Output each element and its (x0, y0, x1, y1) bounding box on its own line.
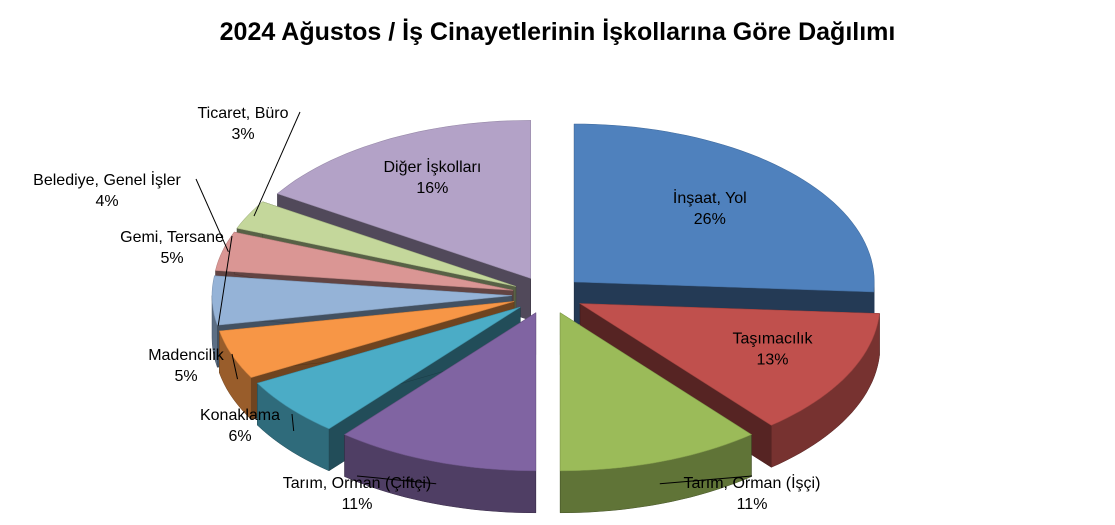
value-label-insaat-yol: 26% (694, 211, 726, 228)
leader-line-konaklama (291, 413, 295, 432)
slice-tops (211, 120, 880, 472)
category-label-tarim-orman-isci: Tarım, Orman (İşçi) (684, 473, 821, 492)
category-label-ticaret-buro: Ticaret, Büro (198, 105, 289, 122)
leader-line-gemi-tersane (217, 235, 233, 326)
category-label-belediye-genel-isler: Belediye, Genel İşler (33, 170, 181, 189)
leader-line-ticaret-buro (253, 111, 301, 217)
slice-ticaret-buro (236, 201, 516, 287)
category-label-tasimacilik: Taşımacılık (732, 330, 813, 347)
value-label-tasimacilik: 13% (756, 351, 788, 368)
value-label-madencilik: 5% (174, 368, 197, 385)
leader-lines (195, 111, 753, 485)
category-label-tarim-orman-ciftci: Tarım, Orman (Çiftçi) (283, 475, 431, 492)
slice-konaklama (256, 306, 521, 430)
slice-labels: İnşaat, Yol 26% Taşımacılık 13% Tarım, Orman… (33, 105, 820, 513)
value-label-tarim-orman-isci: 11% (737, 496, 768, 513)
value-label-tarim-orman-ciftci: 11% (342, 496, 373, 513)
leader-line-belediye-genel-isler (195, 178, 229, 253)
slice-insaat-yol (573, 123, 875, 293)
value-label-diger-iskollari: 16% (416, 180, 448, 197)
category-label-insaat-yol: İnşaat, Yol (673, 188, 747, 207)
value-label-ticaret-buro: 3% (231, 126, 254, 143)
value-label-gemi-tersane: 5% (160, 250, 183, 267)
value-label-konaklama: 6% (228, 428, 251, 445)
leader-line-tarim-orman-ciftci (356, 475, 437, 485)
slice-tarim-orman-ciftci (343, 312, 537, 472)
chart-title: 2024 Ağustos / İş Cinayetlerinin İşkolla… (219, 18, 896, 46)
slice-belediye-genel-isler (215, 231, 514, 291)
leader-line-tarim-orman-isci (659, 475, 753, 485)
slice-gemi-tersane (211, 275, 513, 326)
category-label-madencilik: Madencilik (148, 347, 225, 364)
slice-tasimacilik (579, 303, 880, 426)
category-label-diger-iskollari: Diğer İşkolları (383, 157, 481, 176)
slice-tarim-orman-isci (559, 312, 753, 472)
category-label-gemi-tersane: Gemi, Tersane (120, 229, 224, 246)
slice-diger-iskollari (276, 120, 531, 279)
category-label-konaklama: Konaklama (200, 407, 280, 424)
value-label-belediye-genel-isler: 4% (95, 193, 118, 210)
leader-line-madencilik (231, 353, 238, 380)
